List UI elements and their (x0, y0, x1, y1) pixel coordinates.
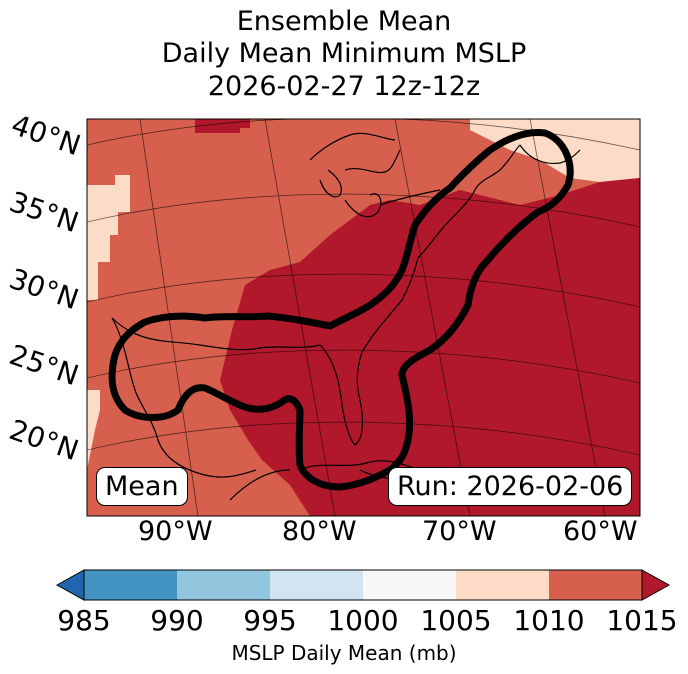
colorbar-tick-995: 995 (243, 604, 297, 637)
lon-label-80w: 80°W (282, 516, 357, 547)
run-label-box: Run: 2026-02-06 (388, 467, 633, 506)
graticule (87, 119, 640, 516)
colorbar-label: MSLP Daily Mean (mb) (231, 641, 457, 665)
lon-label-90w: 90°W (138, 516, 213, 547)
map-area (87, 119, 640, 516)
colorbar-tick-1000: 1000 (327, 604, 399, 637)
colorbar-frame (83, 569, 643, 601)
lon-label-60w: 60°W (563, 516, 638, 547)
colorbar-tick-1015: 1015 (606, 604, 678, 637)
colorbar-segment-995-1000 (270, 570, 363, 600)
colorbar-extend-max (641, 569, 671, 601)
title-line-1: Ensemble Mean (236, 6, 452, 37)
colorbar-tick-990: 990 (150, 604, 204, 637)
colorbar-tick-1010: 1010 (513, 604, 585, 637)
map-frame (86, 118, 641, 517)
colorbar-extend-min (55, 569, 85, 601)
colorbar-segment-1005-1010 (456, 570, 549, 600)
colorbar-segment-990-995 (177, 570, 270, 600)
colorbar-segment-985-990 (84, 570, 177, 600)
colorbar-segment-1000-1005 (363, 570, 456, 600)
title-line-2: Daily Mean Minimum MSLP (161, 38, 527, 69)
title-line-3: 2026-02-27 12z-12z (207, 71, 481, 102)
coastlines (111, 132, 581, 501)
mean-contour (108, 128, 574, 491)
colorbar-tick-985: 985 (57, 604, 111, 637)
lon-label-70w: 70°W (422, 516, 497, 547)
field-1005-1010-west (87, 175, 130, 300)
field-1005-1010-southwest (87, 390, 100, 470)
colorbar-segment-1010-1015 (549, 570, 642, 600)
colorbar-tick-1005: 1005 (420, 604, 492, 637)
mean-label-box: Mean (96, 467, 188, 506)
